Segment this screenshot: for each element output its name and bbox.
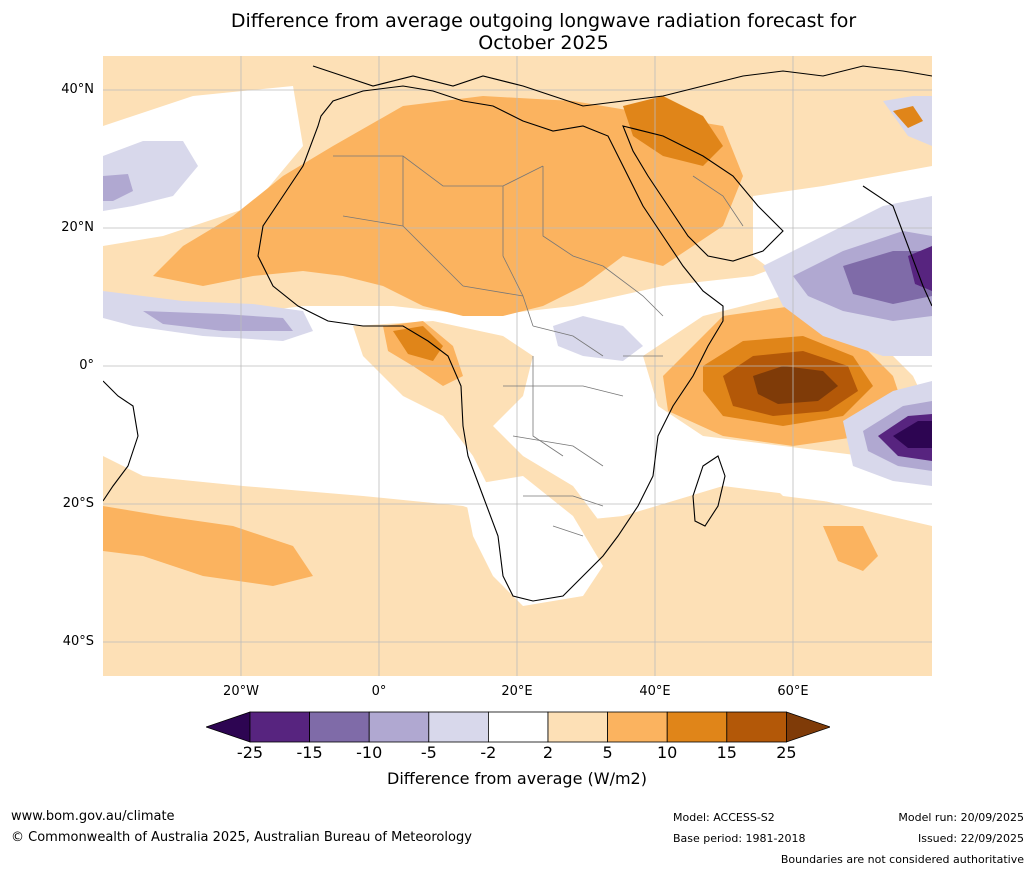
dark-orange-middle-east [623,96,723,166]
footer-model: Model: ACCESS-S2 [673,811,775,824]
brown-core-indian [753,366,838,404]
colorbar-tick-label: -25 [236,743,264,762]
purple-arabian-sea-inner [843,251,932,304]
colorbar [204,710,832,748]
chart-title: Difference from average outgoing longwav… [0,10,1035,54]
lat-label-0: 0° [79,358,94,373]
orange-sahara [153,96,743,316]
lon-label-0: 0° [371,684,387,699]
lat-label-40s: 40°S [62,634,94,649]
purple-bay-of-bengal [908,246,932,291]
colorbar-swatch [249,711,310,743]
colorbar-swatch [428,711,489,743]
title-line-2: October 2025 [478,32,609,54]
olr-anomaly-map [103,56,932,676]
madagascar-coastline [692,455,726,527]
colorbar-swatch [607,711,668,743]
footer-base-period: Base period: 1981-2018 [673,832,806,845]
colorbar-tick-label: -5 [420,743,437,762]
white-atlantic-equatorial [103,336,423,476]
dark-orange-tibet [893,106,923,128]
colorbar-swatch [309,711,370,743]
arabia-coastline [622,125,784,262]
white-indian-south [743,456,932,516]
colorbar-label: Difference from average (W/m2) [387,769,647,788]
coastlines [103,65,932,602]
lat-label-20s: 20°S [62,496,94,511]
lat-label-40n: 40°N [61,82,94,97]
footer-issued: Issued: 22/09/2025 [917,832,1024,845]
colorbar-swatch [487,711,549,743]
south-america-coastline [103,380,139,502]
gridlines [103,56,932,676]
lon-label-20e: 20°E [501,684,533,699]
purple-east-africa [553,316,643,361]
lon-label-40e: 40°E [639,684,671,699]
footer-copyright: © Commonwealth of Australia 2025, Austra… [11,830,472,845]
colorbar-extend-high [786,711,832,743]
colorbar-tick-label: -10 [356,743,383,762]
purple-indian-south-core [893,421,932,448]
colorbar-tick-label: 15 [716,743,737,762]
colorbar-swatch [666,711,728,743]
europe-coastline [312,65,932,107]
footer-model-run: Model run: 20/09/2025 [898,811,1024,824]
colorbar-tick-label: 10 [657,743,678,762]
india-coastline [862,185,932,307]
map-panel [103,56,932,676]
orange-south-indian [823,526,878,571]
title-line-1: Difference from average outgoing longwav… [230,10,857,32]
purple-atlantic-equatorial-inner [143,311,293,331]
colorbar-tick-label: 2 [542,743,554,762]
colorbar-swatch [547,711,608,743]
orange-south-atlantic [103,506,313,586]
colorbar-extend-low [204,711,251,743]
dark-orange-guinea [393,326,443,361]
country-borders [333,155,744,537]
white-southern-africa [463,476,603,606]
colorbar-swatch [368,711,430,743]
colorbar-swatch [726,711,787,743]
purple-atlantic-north-inner [103,174,133,201]
colorbar-tick-label: 5 [602,743,613,762]
colorbar-tick-label: 25 [776,743,797,762]
footer-website[interactable]: www.bom.gov.au/climate [11,809,175,824]
lat-label-20n: 20°N [61,220,94,235]
lon-label-60e: 60°E [777,684,809,699]
colorbar-tick-label: -2 [480,743,497,762]
footer-disclaimer: Boundaries are not considered authoritat… [780,853,1024,866]
colorbar-tick-label: -15 [296,743,323,762]
lon-label-20w: 20°W [223,684,259,699]
colorbar-svg [204,711,832,743]
africa-coastline [257,85,724,602]
